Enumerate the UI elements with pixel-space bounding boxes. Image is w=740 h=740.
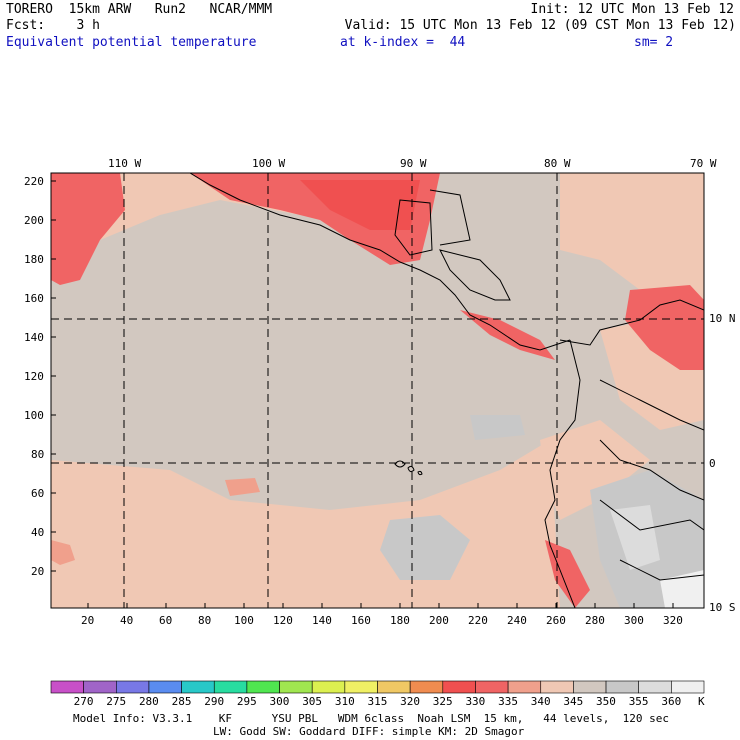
coastlines: [189, 173, 704, 608]
y-tick: 40: [31, 526, 45, 539]
colorbar-label: 300: [269, 695, 290, 708]
y-tick: 80: [31, 448, 45, 461]
mexico-hotspot: [300, 180, 420, 230]
x-tick: 20: [81, 614, 95, 627]
level-label: at k-index = 44: [340, 35, 466, 50]
x-tick: 180: [390, 614, 410, 627]
x-tick: 100: [234, 614, 254, 627]
colorbar-label: 290: [204, 695, 225, 708]
x-tick: 200: [429, 614, 449, 627]
lon-label-90w: 90 W: [400, 157, 427, 170]
x-tick: 40: [120, 614, 134, 627]
sw-patch: [51, 540, 75, 565]
central-patch: [225, 478, 260, 496]
mexico-west-hot: [51, 173, 125, 285]
colorbar-label: 325: [432, 695, 453, 708]
colorbar-label: 305: [302, 695, 323, 708]
x-tick: 260: [546, 614, 566, 627]
colorbar-label: 295: [236, 695, 257, 708]
init-time: Init: 12 UTC Mon 13 Feb 12: [530, 2, 735, 17]
andes-cooler: [610, 505, 660, 570]
model-title: TORERO 15km ARW Run2 NCAR/MMM: [6, 2, 273, 17]
colorbar-label: 280: [138, 695, 159, 708]
x-tick: 140: [312, 614, 332, 627]
y-tick: 60: [31, 487, 45, 500]
y-tick: 160: [24, 292, 44, 305]
colorbar-label: 355: [628, 695, 649, 708]
lat-label-10s: 10 S: [709, 601, 736, 614]
y-tick: 140: [24, 331, 44, 344]
y-tick: 20: [31, 565, 45, 578]
colombia-warm: [540, 420, 650, 520]
colorbar-label: 330: [465, 695, 486, 708]
colorbar-label: 270: [73, 695, 94, 708]
peru-hot: [545, 540, 590, 608]
colorbar-label: 350: [596, 695, 616, 708]
x-tick: 280: [585, 614, 605, 627]
colorbar-label: 285: [171, 695, 192, 708]
latlon-grid: [51, 173, 704, 608]
y-tick: 220: [24, 175, 44, 188]
lon-label-110w: 110 W: [108, 157, 142, 170]
physics-info: LW: Godd SW: Goddard DIFF: simple KM: 2D…: [213, 725, 525, 738]
colorbar-label: 275: [106, 695, 127, 708]
colorbar-label: 345: [563, 695, 584, 708]
colorbar-label: 360: [661, 695, 682, 708]
x-tick: 160: [351, 614, 371, 627]
x-tick: 120: [273, 614, 293, 627]
x-tick: 220: [468, 614, 488, 627]
colorbar-unit: K: [698, 695, 705, 708]
pacific-cool-2: [470, 415, 525, 440]
lat-label-10n: 10 N: [709, 312, 736, 325]
venezuela-hot: [625, 285, 704, 370]
andes-coldest: [660, 570, 704, 608]
axis-ticks: [51, 180, 674, 608]
smoothing-label: sm= 2: [634, 35, 674, 50]
x-tick: 80: [198, 614, 212, 627]
model-info: Model Info: V3.3.1 KF YSU PBL WDM 6class…: [73, 712, 670, 725]
lat-label-0: 0: [709, 457, 716, 470]
field-name: Equivalent potential temperature: [6, 35, 257, 50]
lon-label-100w: 100 W: [252, 157, 286, 170]
valid-time: Valid: 15 UTC Mon 13 Feb 12 (09 CST Mon …: [344, 18, 736, 33]
colorbar-label: 310: [334, 695, 355, 708]
colorbar-label: 335: [498, 695, 518, 708]
lon-label-80w: 80 W: [544, 157, 571, 170]
x-tick: 240: [507, 614, 527, 627]
forecast-hour: Fcst: 3 h: [6, 18, 100, 33]
caribbean-warm: [560, 173, 704, 300]
lon-label-70w: 70 W: [690, 157, 717, 170]
y-tick: 120: [24, 370, 44, 383]
map-frame: [50, 172, 705, 609]
x-tick: 320: [663, 614, 683, 627]
y-tick: 200: [24, 214, 44, 227]
theta-e-field: [51, 173, 704, 608]
colorbar-label: 320: [400, 695, 421, 708]
x-tick: 60: [159, 614, 173, 627]
x-tick: 300: [624, 614, 644, 627]
y-tick: 180: [24, 253, 44, 266]
pacific-cool: [380, 515, 470, 580]
y-tick: 100: [24, 409, 44, 422]
colorbar-label: 340: [530, 695, 551, 708]
colorbar-label: 315: [367, 695, 388, 708]
